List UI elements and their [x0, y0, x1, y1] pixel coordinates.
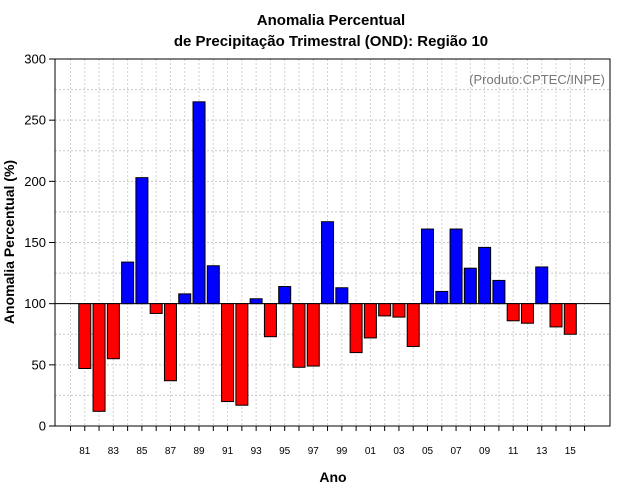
bar-87: [163, 303, 177, 382]
bar-02: [378, 303, 392, 317]
x-tick-label: 03: [393, 446, 405, 457]
x-tick-label: 91: [222, 446, 234, 457]
x-tick-label: 05: [422, 446, 434, 457]
x-tick-label: 81: [79, 446, 91, 457]
bar-93: [249, 298, 263, 305]
bar-11: [506, 303, 520, 322]
y-tick-label: 250: [24, 113, 46, 128]
chart-subtitle: de Precipitação Trimestral (OND): Região…: [174, 33, 488, 50]
y-tick-label: 0: [39, 419, 46, 434]
x-tick-label: 95: [279, 446, 291, 457]
bar-97: [306, 303, 320, 367]
x-tick-label: 89: [193, 446, 205, 457]
bar-13: [535, 266, 549, 305]
y-tick-label: 300: [24, 52, 46, 67]
bar-15: [563, 303, 577, 335]
x-tick-label: 01: [365, 446, 377, 457]
bar-09: [478, 246, 492, 305]
bar-95: [278, 286, 292, 305]
bar-01: [363, 303, 377, 339]
bar-10: [492, 279, 506, 305]
x-axis-ticks: 81 83 85 87 89 91 93 95 97 99 01 03 05 07 09 11 13 15: [70, 426, 586, 457]
bar-96: [292, 303, 306, 368]
bar-99: [335, 287, 349, 305]
y-tick-label: 100: [24, 296, 46, 311]
x-axis-label: Ano: [319, 469, 346, 485]
bar-08: [463, 267, 477, 305]
bar-82: [92, 303, 106, 412]
bar-98: [321, 221, 335, 305]
bar-03: [392, 303, 406, 318]
y-tick-label: 200: [24, 174, 46, 189]
x-tick-label: 11: [508, 446, 519, 457]
bar-88: [178, 293, 192, 305]
bar-94: [263, 303, 277, 338]
bar-86: [149, 303, 163, 314]
bar-04: [406, 303, 420, 347]
x-tick-label: 87: [165, 446, 177, 457]
bar-07: [449, 228, 463, 305]
bar-84: [121, 261, 135, 305]
bar-83: [106, 303, 120, 360]
x-tick-label: 07: [450, 446, 462, 457]
bar-06: [435, 290, 449, 305]
y-tick-label: 50: [32, 357, 46, 372]
bar-05: [421, 228, 434, 305]
bar-14: [549, 303, 563, 328]
x-tick-label: 93: [251, 446, 263, 457]
x-tick-label: 85: [136, 446, 148, 457]
y-axis-label: Anomalia Percentual (%): [1, 160, 17, 324]
x-tick-label: 09: [479, 446, 491, 457]
bar-12: [520, 303, 534, 324]
x-tick-label: 97: [308, 446, 320, 457]
x-tick-label: 99: [336, 446, 348, 457]
x-tick-label: 15: [565, 446, 577, 457]
bars: [78, 101, 577, 412]
y-tick-label: 150: [24, 235, 46, 250]
bar-85: [135, 177, 149, 305]
bar-89: [192, 101, 206, 305]
bar-91: [221, 303, 235, 403]
bar-81: [78, 303, 92, 370]
x-tick-label: 83: [108, 446, 120, 457]
x-tick-label: 13: [536, 446, 548, 457]
chart-title: Anomalia Percentual: [257, 12, 405, 29]
watermark: (Produto:CPTEC/INPE): [469, 72, 605, 87]
bar-92: [235, 303, 249, 406]
bar-90: [206, 265, 220, 305]
bar-00: [349, 303, 363, 354]
y-axis-ticks: 0 50 100 150 200 250 300: [24, 52, 55, 434]
